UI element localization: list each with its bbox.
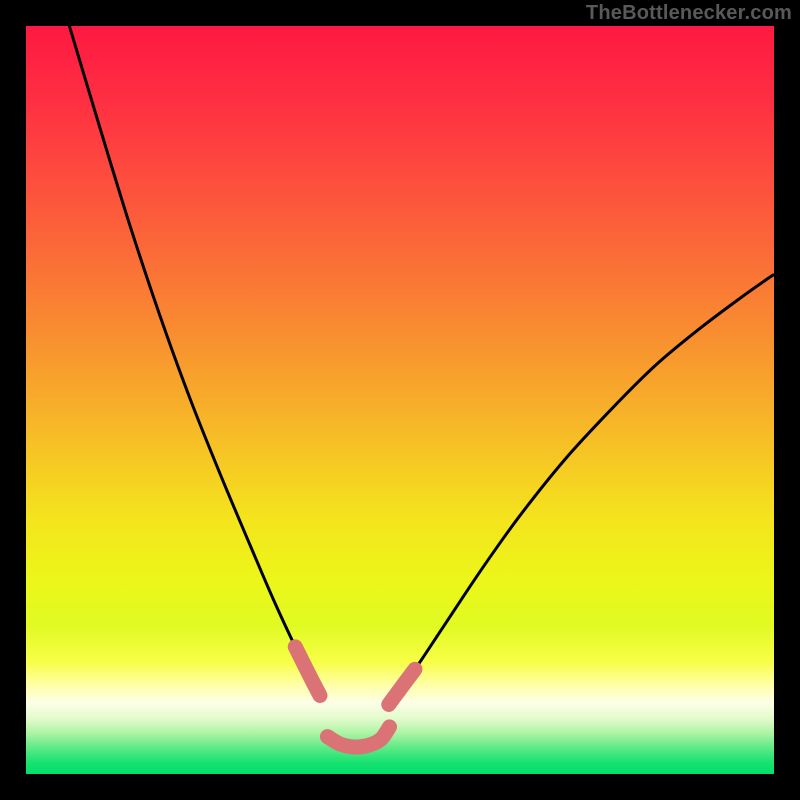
gradient-background: [26, 26, 774, 774]
watermark-text: TheBottlenecker.com: [586, 2, 792, 25]
plot-area: [26, 26, 774, 774]
